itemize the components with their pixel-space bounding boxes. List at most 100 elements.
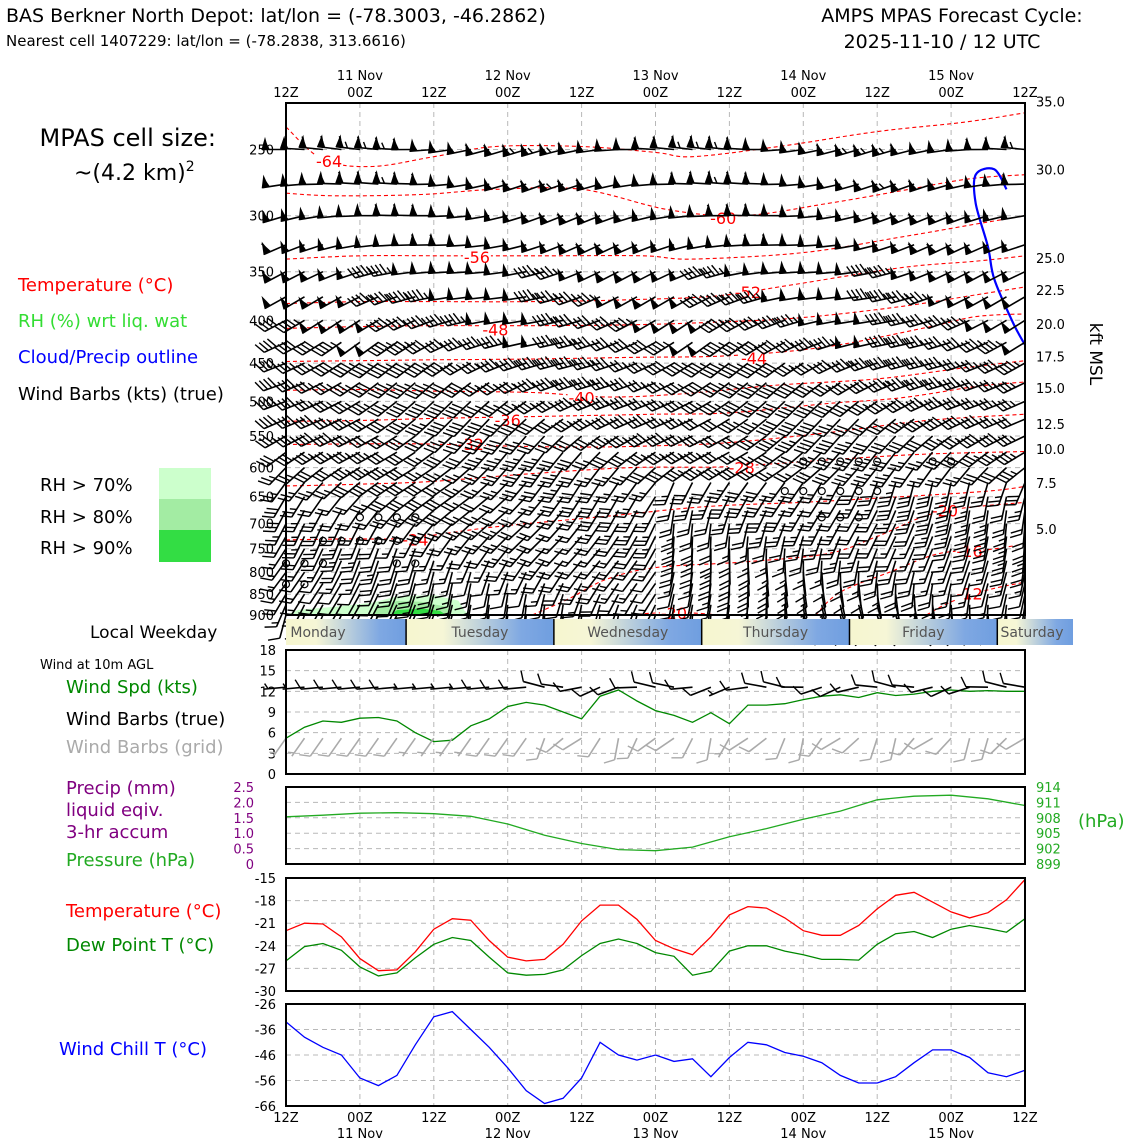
- isotherm-label-bg: [456, 434, 485, 452]
- barb-full: [262, 359, 273, 370]
- kft-tick-label: 20.0: [1036, 318, 1065, 333]
- kft-tick-label: 35.0: [1036, 95, 1065, 110]
- legend-rh90-swatch: [159, 530, 211, 562]
- barb-half: [264, 215, 271, 222]
- isotherm-label: -12: [957, 584, 983, 603]
- barb-full: [260, 477, 273, 483]
- barb-staff: [857, 572, 860, 597]
- barb-full: [282, 511, 295, 514]
- kft-tick-label: 7.5: [1036, 477, 1057, 492]
- cell-size-value: ~(4.2 km)2: [74, 159, 195, 186]
- kft-axis-label: kft MSL: [1085, 323, 1105, 386]
- pressure-label: Pressure (hPa): [66, 850, 195, 871]
- isotherm-label: -64: [316, 152, 342, 171]
- barb-half: [286, 474, 294, 479]
- barb-full: [262, 435, 274, 444]
- wind-barb: [260, 560, 287, 581]
- barb-full: [254, 381, 264, 392]
- barb-full: [285, 318, 296, 327]
- isotherm-line: [285, 450, 1026, 487]
- wind-barb: [275, 467, 306, 485]
- barb-full: [260, 600, 273, 604]
- cloud-outline: [972, 167, 1026, 346]
- legend-rh: RH (%) wrt liq. wat: [18, 311, 187, 332]
- pressure-tick-label: 800: [249, 566, 274, 581]
- kft-tick-label: 17.5: [1036, 351, 1065, 366]
- upper-wind-barbs: [254, 134, 1026, 647]
- isotherm-line: [285, 112, 1026, 168]
- icing-circle: [780, 486, 789, 496]
- wind-barb: [261, 270, 287, 284]
- barb-full: [274, 458, 285, 467]
- barb-half: [293, 319, 300, 324]
- barb-full: [263, 397, 273, 408]
- pressure-tick-label: 300: [249, 210, 274, 225]
- barb-full: [254, 420, 265, 430]
- wind-barb: [262, 510, 287, 533]
- barb-half: [270, 492, 278, 496]
- barb-half: [287, 609, 295, 612]
- barb-full: [261, 515, 274, 519]
- barb-full: [263, 378, 273, 389]
- precip-label-3: 3-hr accum: [66, 822, 168, 843]
- barb-full: [273, 383, 283, 393]
- cell-size-label: MPAS cell size:: [40, 124, 216, 152]
- barb-staff: [709, 536, 712, 561]
- wind-barb: [254, 377, 287, 392]
- pressure-tick-label: 700: [249, 518, 274, 533]
- wind-barb: [259, 571, 287, 593]
- barb-staff: [819, 560, 823, 585]
- wind-barb: [261, 295, 287, 310]
- barb-full: [266, 338, 277, 348]
- pressure-tick-label: 400: [249, 314, 274, 329]
- title-right-2: 2025-11-10 / 12 UTC: [844, 31, 1041, 53]
- icing-circle: [836, 486, 845, 496]
- barb-full: [273, 438, 284, 448]
- dew-label: Dew Point T (°C): [66, 935, 214, 956]
- upper-air-panel: 2503003504004505005506006507007508008509…: [249, 95, 1065, 647]
- barb-full: [254, 400, 264, 411]
- barb-half: [290, 522, 298, 525]
- legend-rh90-label: RH > 90%: [40, 538, 133, 559]
- barb-full: [285, 339, 296, 348]
- barb-full: [258, 321, 270, 330]
- subtitle-left: Nearest cell 1407229: lat/lon = (-78.283…: [6, 32, 406, 50]
- barb-full: [261, 243, 271, 253]
- barb-half: [264, 180, 270, 188]
- barb-full: [282, 544, 295, 547]
- barb-full: [258, 399, 269, 409]
- wind-barb: [281, 510, 306, 533]
- legend-cloud: Cloud/Precip outline: [18, 347, 198, 368]
- pressure-tick-label: 250: [249, 143, 274, 158]
- barb-full: [277, 497, 290, 502]
- barb-full: [266, 507, 279, 511]
- barb-full: [281, 530, 294, 533]
- barb-full: [281, 556, 294, 559]
- wind-barb: [261, 548, 287, 570]
- barb-full: [273, 401, 283, 411]
- wind-barb: [278, 582, 306, 604]
- barb-full: [258, 418, 269, 428]
- barb-half: [268, 563, 276, 566]
- wind-barb: [261, 174, 287, 189]
- barb-full: [258, 438, 270, 447]
- isotherm-label-bg: [955, 584, 984, 602]
- barb-full: [254, 363, 265, 373]
- barb-half: [287, 575, 295, 578]
- barb-full: [262, 543, 275, 546]
- kft-tick-label: 15.0: [1036, 382, 1065, 397]
- temp-label: Temperature (°C): [65, 901, 221, 922]
- kft-tick-label: 30.0: [1036, 163, 1065, 178]
- barb-half: [272, 536, 280, 538]
- isotherm-label-bg: [733, 282, 762, 300]
- barb-full: [257, 480, 270, 486]
- icing-circle: [817, 486, 826, 496]
- precip-label-1: Precip (mm): [66, 778, 176, 799]
- isotherm-line: [532, 501, 1026, 616]
- legend-temperature: Temperature (°C): [17, 275, 173, 296]
- barb-full: [267, 522, 280, 525]
- kft-tick-label: 5.0: [1036, 523, 1057, 538]
- legend-rh80-swatch: [159, 499, 211, 530]
- barb-full: [258, 361, 269, 371]
